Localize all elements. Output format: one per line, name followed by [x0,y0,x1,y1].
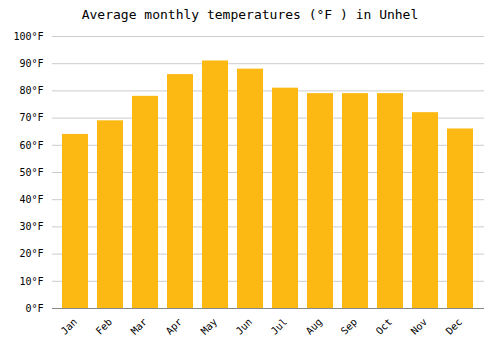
svg-text:Jul: Jul [269,316,290,337]
svg-text:60°F: 60°F [19,140,43,151]
svg-text:90°F: 90°F [19,58,43,69]
svg-text:70°F: 70°F [19,112,43,123]
svg-text:Dec: Dec [444,316,465,337]
svg-text:May: May [199,316,220,337]
svg-text:Feb: Feb [94,316,115,337]
svg-text:Aug: Aug [304,316,325,337]
svg-text:Mar: Mar [129,316,150,337]
svg-text:10°F: 10°F [19,276,43,287]
svg-text:Apr: Apr [164,316,185,337]
svg-text:100°F: 100°F [13,31,43,42]
svg-text:80°F: 80°F [19,85,43,96]
svg-text:Oct: Oct [374,316,395,337]
svg-text:Nov: Nov [409,316,430,337]
svg-text:50°F: 50°F [19,167,43,178]
svg-text:40°F: 40°F [19,194,43,205]
svg-text:30°F: 30°F [19,221,43,232]
svg-text:0°F: 0°F [25,303,43,314]
svg-text:Sep: Sep [339,316,360,337]
svg-text:20°F: 20°F [19,248,43,259]
svg-text:Jan: Jan [59,316,80,337]
html-text:Average monthly temperatures (: Average monthly temperatures (°F ) in Un… [81,7,419,22]
svg-text:Jun: Jun [234,316,255,337]
